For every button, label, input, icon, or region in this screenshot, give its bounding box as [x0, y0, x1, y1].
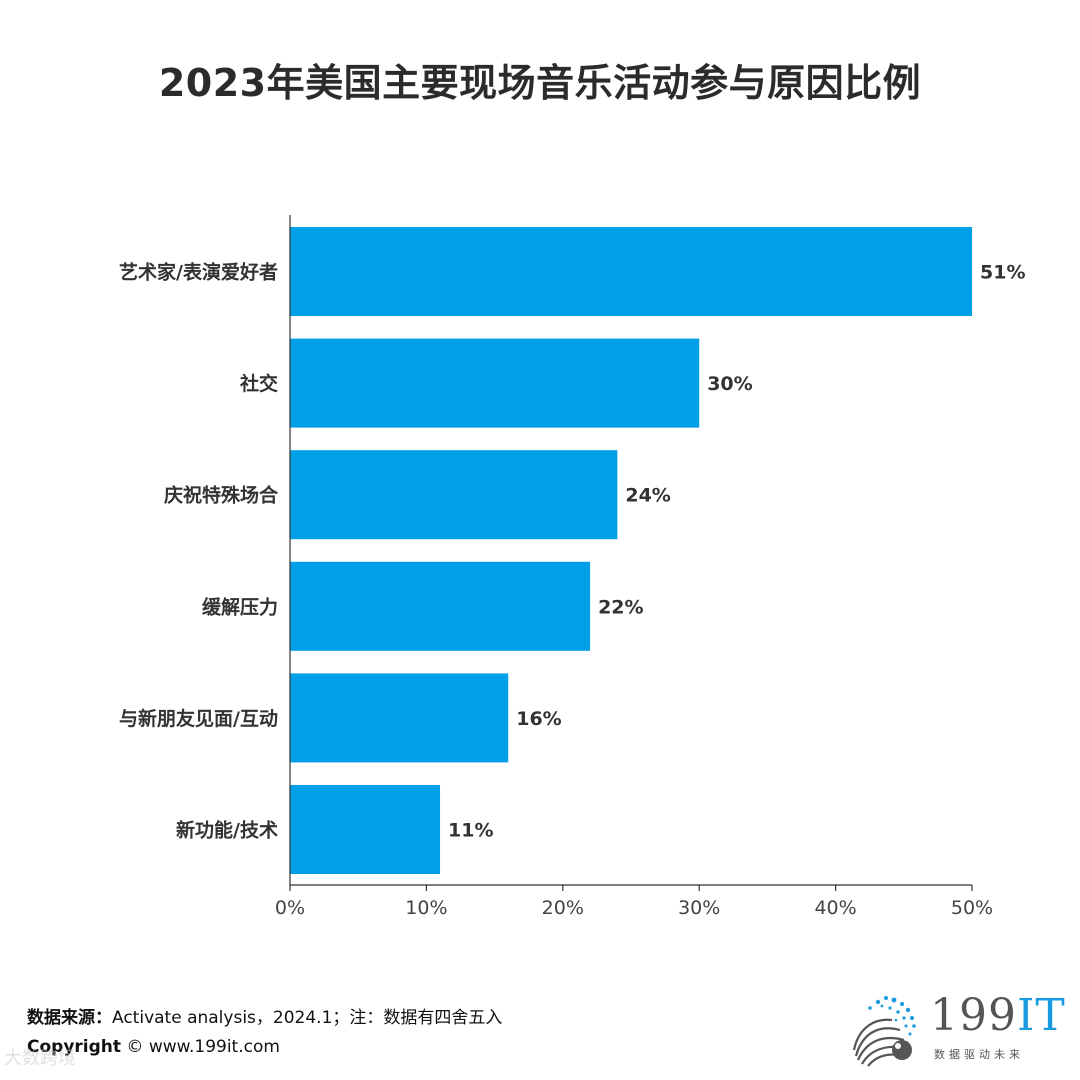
bar-4: [290, 561, 591, 651]
value-label: 22%: [598, 596, 643, 618]
value-label: 11%: [448, 820, 493, 842]
brand-logo: 199IT 数据驱动未来: [848, 990, 1065, 1070]
category-label: 与新朋友见面/互动: [119, 707, 278, 730]
value-label: 30%: [707, 373, 752, 395]
value-label: 24%: [625, 485, 670, 507]
x-tick-label: 0%: [275, 897, 305, 919]
data-source: 数据来源：Activate analysis，2024.1；注：数据有四舍五入: [27, 1003, 502, 1028]
copyright-label: Copyright: [27, 1037, 122, 1057]
category-label: 庆祝特殊场合: [164, 484, 279, 507]
bar-3: [290, 450, 618, 540]
category-label: 艺术家/表演爱好者: [119, 261, 278, 284]
category-label: 社交: [239, 372, 278, 395]
copyright-text: © www.199it.com: [121, 1037, 280, 1057]
value-label: 51%: [980, 262, 1025, 284]
category-label: 新功能/技术: [176, 819, 278, 842]
bar-2: [290, 338, 700, 428]
x-tick-label: 10%: [405, 897, 447, 919]
value-label: 16%: [516, 708, 561, 730]
x-tick-label: 40%: [814, 897, 856, 919]
bar-5: [290, 673, 509, 763]
category-label: 缓解压力: [202, 595, 278, 618]
data-source-label: 数据来源：: [27, 1008, 112, 1028]
x-tick-label: 50%: [951, 897, 993, 919]
bar-1: [290, 227, 972, 316]
dot-globe-icon: [852, 996, 916, 1067]
bar-6: [290, 785, 441, 874]
x-tick-label: 30%: [678, 897, 720, 919]
logo-tagline: 数据驱动未来: [934, 1048, 1024, 1061]
chart-title: 2023年美国主要现场音乐活动参与原因比例: [158, 61, 922, 105]
logo-wordmark: 199IT: [930, 990, 1066, 1041]
x-tick-label: 20%: [542, 897, 584, 919]
watermark: 大数跨境: [4, 1048, 76, 1069]
copyright: Copyright © www.199it.com: [27, 1037, 280, 1057]
data-source-text: Activate analysis，2024.1；注：数据有四舍五入: [112, 1008, 503, 1028]
